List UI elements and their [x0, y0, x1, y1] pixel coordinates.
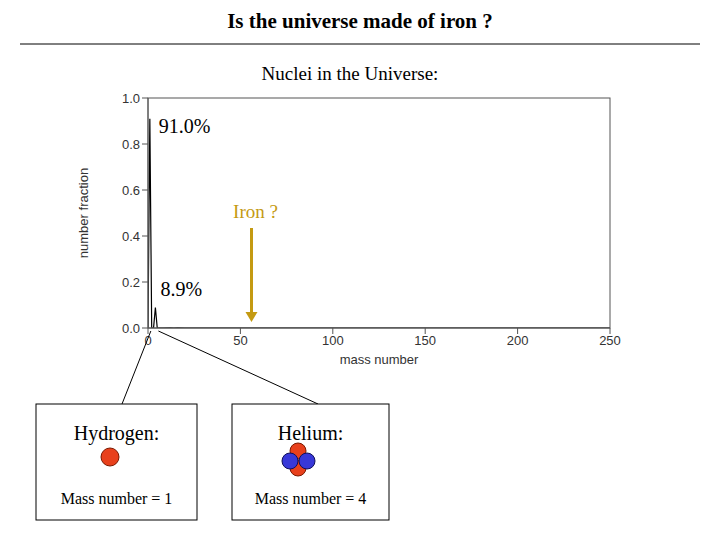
svg-text:0.6: 0.6	[122, 183, 140, 198]
svg-text:Iron ?: Iron ?	[233, 201, 278, 222]
svg-text:0: 0	[144, 333, 151, 348]
svg-text:1.0: 1.0	[122, 91, 140, 106]
svg-text:mass number: mass number	[340, 352, 419, 367]
svg-text:50: 50	[233, 333, 247, 348]
svg-text:8.9%: 8.9%	[160, 278, 202, 300]
svg-text:200: 200	[507, 333, 529, 348]
svg-text:0.0: 0.0	[122, 321, 140, 336]
svg-text:Is the universe made of iron ?: Is the universe made of iron ?	[227, 9, 493, 33]
svg-text:Mass number = 4: Mass number = 4	[255, 490, 367, 507]
svg-text:0.4: 0.4	[122, 229, 140, 244]
svg-text:number fraction: number fraction	[76, 168, 91, 258]
svg-text:Helium:: Helium:	[278, 422, 344, 444]
svg-text:Mass number = 1: Mass number = 1	[61, 490, 173, 507]
svg-text:Nuclei in the Universe:: Nuclei in the Universe:	[262, 63, 439, 84]
svg-text:0.2: 0.2	[122, 275, 140, 290]
svg-text:150: 150	[414, 333, 436, 348]
svg-text:0.8: 0.8	[122, 137, 140, 152]
svg-text:100: 100	[322, 333, 344, 348]
svg-text:250: 250	[599, 333, 621, 348]
svg-text:Hydrogen:: Hydrogen:	[74, 422, 160, 445]
svg-text:91.0%: 91.0%	[159, 115, 211, 137]
